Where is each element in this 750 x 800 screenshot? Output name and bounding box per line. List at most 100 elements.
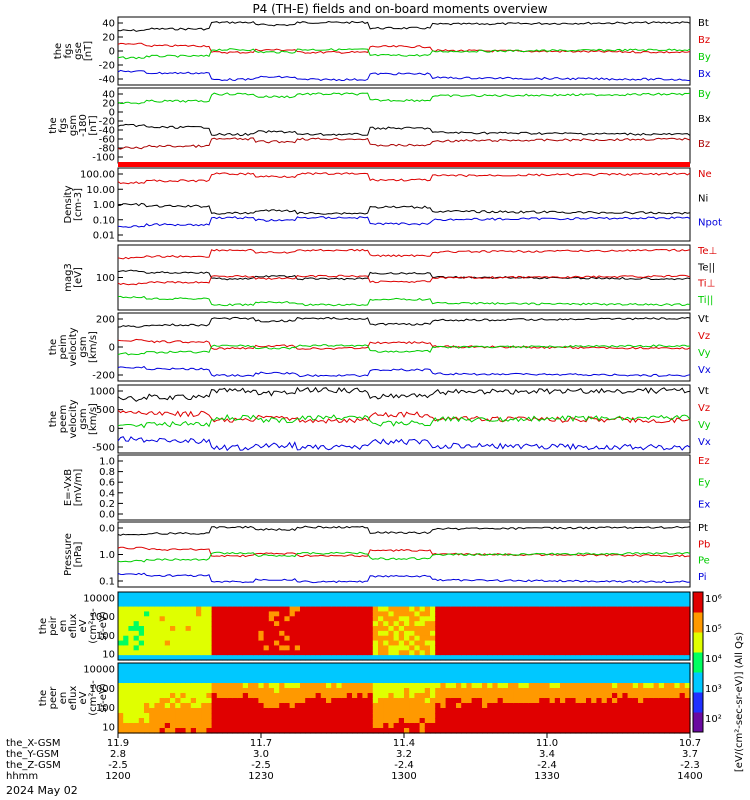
ylabel-line: [mV/m] (73, 469, 84, 507)
spectrogram-cell (549, 688, 556, 694)
spectrogram-cell (456, 723, 462, 729)
spectrogram-cell (237, 635, 244, 642)
spectrogram-cell (352, 668, 358, 674)
spectrogram-cell (440, 728, 447, 734)
spectrogram-cell (185, 606, 192, 613)
spectrogram-cell (424, 640, 431, 647)
spectrogram-cell (305, 693, 311, 699)
spectrogram-cell (497, 621, 504, 627)
spectrogram-cell (232, 693, 239, 699)
spectrogram-cell (216, 703, 223, 709)
spectrogram-cell (627, 606, 634, 613)
spectrogram-cell (539, 728, 545, 734)
spectrogram-cell (523, 611, 530, 617)
ytick-label: 20 (102, 33, 115, 44)
spectrogram-cell (326, 650, 332, 656)
spectrogram-cell (419, 621, 426, 627)
spectrogram-cell (648, 663, 655, 669)
spectrogram-cell (440, 693, 447, 699)
spectrogram-cell (445, 596, 452, 603)
spectrogram-cell (279, 713, 285, 719)
spectrogram-cell (388, 668, 395, 674)
spectrogram-cell (201, 668, 207, 674)
spectrogram-cell (232, 596, 239, 603)
spectrogram-cell (222, 723, 228, 729)
spectrogram-cell (684, 601, 691, 608)
spectrogram-cell (326, 718, 332, 724)
spectrogram-cell (404, 621, 410, 627)
spectrogram-cell (461, 611, 467, 617)
spectrogram-cell (258, 663, 265, 669)
spectrogram-cell (123, 693, 129, 699)
spectrogram-cell (612, 626, 618, 632)
spectrogram-cell (138, 708, 145, 714)
spectrogram-cell (138, 663, 145, 669)
spectrogram-cell (133, 678, 140, 684)
spectrogram-cell (398, 688, 405, 694)
spectrogram-cell (305, 616, 311, 622)
spectrogram-cell (440, 596, 447, 603)
spectrogram-cell (326, 678, 332, 684)
spectrogram-cell (476, 601, 483, 608)
spectrogram-cell (560, 592, 566, 598)
spectrogram-cell (305, 703, 311, 709)
spectrogram-cell (253, 645, 259, 651)
legend-Ti⊥: Ti⊥ (697, 279, 715, 290)
spectrogram-cell (544, 678, 551, 684)
spectrogram-cell (539, 678, 545, 684)
spectrogram-cell (502, 673, 509, 679)
spectrogram-cell (154, 592, 161, 598)
spectrogram-cell (196, 678, 202, 684)
spectrogram-cell (149, 678, 155, 684)
spectrogram-cell (492, 650, 499, 656)
spectrogram-cell (222, 718, 228, 724)
spectrogram-cell (279, 678, 285, 684)
spectrogram-cell (575, 635, 582, 642)
spectrogram-cell (201, 718, 207, 724)
spectrogram-cell (268, 606, 275, 613)
spectrogram-cell (138, 655, 145, 661)
spectrogram-cell (523, 713, 530, 719)
spectrogram-cell (378, 640, 384, 647)
spectrogram-cell (320, 601, 327, 608)
spectrogram-cell (544, 616, 551, 622)
spectrogram-cell (440, 673, 447, 679)
spectrogram-cell (284, 645, 291, 651)
spectrogram-cell (289, 693, 296, 699)
spectrogram-cell (440, 688, 447, 694)
spectrogram-cell (180, 688, 187, 694)
spectrogram-cell (606, 616, 613, 622)
spectrogram-cell (622, 596, 629, 603)
spectrogram-cell (461, 713, 467, 719)
spectrogram-cell (253, 650, 259, 656)
spectrogram-cell (362, 728, 369, 734)
spectrogram-cell (508, 606, 514, 613)
spectrogram-cell (664, 688, 670, 694)
spectrogram-cell (617, 708, 623, 714)
spectrogram-cell (539, 616, 545, 622)
spectrogram-cell (523, 698, 530, 704)
spectrogram-cell (669, 718, 675, 724)
spectrogram-cell (565, 693, 571, 699)
spectrogram-cell (653, 601, 660, 608)
spectrogram-cell (461, 626, 467, 632)
spectrogram-cell (549, 596, 556, 603)
spectrogram-cell (357, 708, 363, 714)
spectrogram-cell (466, 668, 473, 674)
spectrogram-cell (513, 630, 519, 637)
spectrogram-cell (653, 592, 660, 598)
spectrogram-cell (534, 708, 540, 714)
spectrogram-cell (201, 650, 207, 656)
ylabel-line: (cm²-s- (88, 608, 99, 644)
spectrogram-cell (341, 596, 348, 603)
spectrogram-cell (164, 713, 171, 719)
spectrogram-cell (617, 683, 623, 689)
spectrogram-cell (164, 592, 171, 598)
spectrogram-cell (123, 703, 129, 709)
spectrogram-cell (196, 592, 202, 598)
spectrogram-cell (591, 718, 597, 724)
colorbar-frame (692, 591, 704, 733)
spectrogram-cell (419, 728, 426, 734)
spectrogram-cell (154, 616, 161, 622)
series-Te|| (117, 269, 691, 281)
